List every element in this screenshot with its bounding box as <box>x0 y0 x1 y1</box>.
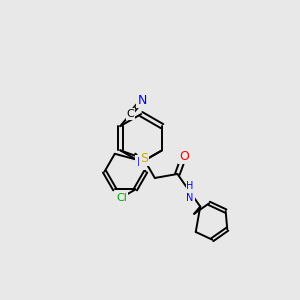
Text: N: N <box>137 94 147 107</box>
Text: Cl: Cl <box>116 193 127 202</box>
Text: S: S <box>140 152 148 165</box>
Text: O: O <box>179 149 189 163</box>
Text: H
N: H N <box>186 181 194 203</box>
Text: N: N <box>136 156 146 169</box>
Text: C: C <box>127 109 134 119</box>
